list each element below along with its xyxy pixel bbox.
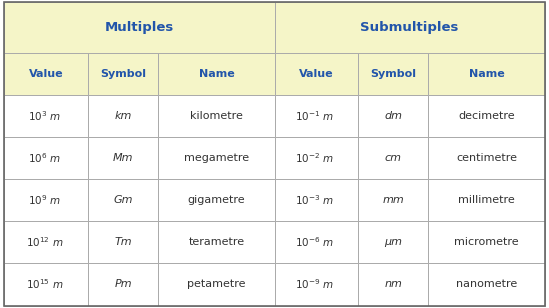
Text: Value: Value — [29, 69, 64, 79]
Bar — [358, 221, 428, 263]
Bar — [88, 179, 158, 221]
Bar — [358, 53, 428, 95]
Bar — [4, 95, 88, 137]
Text: Gm: Gm — [114, 195, 133, 205]
Text: Name: Name — [469, 69, 505, 79]
Bar — [4, 53, 88, 95]
Bar — [428, 53, 545, 95]
Bar — [274, 221, 358, 263]
Text: Pm: Pm — [114, 279, 132, 290]
Text: $10^{9}$ $\it{m}$: $10^{9}$ $\it{m}$ — [28, 193, 61, 207]
Bar — [88, 263, 158, 306]
Bar — [88, 95, 158, 137]
Bar — [428, 137, 545, 179]
Bar — [88, 137, 158, 179]
Bar — [158, 263, 274, 306]
Text: kilometre: kilometre — [190, 111, 243, 121]
Text: decimetre: decimetre — [458, 111, 515, 121]
Text: micrometre: micrometre — [454, 237, 519, 247]
Text: $10^{12}$ $\it{m}$: $10^{12}$ $\it{m}$ — [26, 235, 63, 249]
Bar — [274, 53, 358, 95]
Text: μm: μm — [384, 237, 402, 247]
Text: $10^{-6}$ $\it{m}$: $10^{-6}$ $\it{m}$ — [295, 235, 334, 249]
Bar — [158, 137, 274, 179]
Bar — [274, 2, 545, 53]
Text: $10^{-3}$ $\it{m}$: $10^{-3}$ $\it{m}$ — [295, 193, 334, 207]
Bar — [274, 95, 358, 137]
Bar — [358, 137, 428, 179]
Text: terametre: terametre — [188, 237, 244, 247]
Text: $10^{-9}$ $\it{m}$: $10^{-9}$ $\it{m}$ — [295, 278, 334, 291]
Bar — [274, 179, 358, 221]
Bar — [4, 221, 88, 263]
Bar — [88, 53, 158, 95]
Text: $10^{-2}$ $\it{m}$: $10^{-2}$ $\it{m}$ — [295, 151, 334, 165]
Text: $10^{15}$ $\it{m}$: $10^{15}$ $\it{m}$ — [26, 278, 63, 291]
Text: Symbol: Symbol — [371, 69, 416, 79]
Text: dm: dm — [384, 111, 402, 121]
Bar — [4, 2, 274, 53]
Bar — [158, 179, 274, 221]
Text: $10^{-1}$ $\it{m}$: $10^{-1}$ $\it{m}$ — [295, 109, 334, 123]
Bar — [358, 263, 428, 306]
Text: Name: Name — [199, 69, 234, 79]
Text: nm: nm — [384, 279, 402, 290]
Bar — [88, 221, 158, 263]
Text: cm: cm — [385, 153, 402, 163]
Text: Tm: Tm — [114, 237, 132, 247]
Text: $10^{3}$ $\it{m}$: $10^{3}$ $\it{m}$ — [28, 109, 61, 123]
Text: Multiples: Multiples — [105, 21, 174, 34]
Text: millimetre: millimetre — [458, 195, 515, 205]
Bar — [4, 137, 88, 179]
Bar — [358, 179, 428, 221]
Bar — [358, 95, 428, 137]
Text: km: km — [115, 111, 132, 121]
Text: Mm: Mm — [113, 153, 133, 163]
Text: mm: mm — [383, 195, 404, 205]
Text: Value: Value — [299, 69, 334, 79]
Bar — [158, 95, 274, 137]
Bar — [158, 53, 274, 95]
Bar — [274, 263, 358, 306]
Text: Submultiples: Submultiples — [360, 21, 459, 34]
Text: nanometre: nanometre — [456, 279, 517, 290]
Bar — [428, 179, 545, 221]
Bar — [4, 179, 88, 221]
Text: $10^{6}$ $\it{m}$: $10^{6}$ $\it{m}$ — [28, 151, 61, 165]
Text: megametre: megametre — [184, 153, 249, 163]
Bar — [428, 95, 545, 137]
Bar — [274, 137, 358, 179]
Bar — [158, 221, 274, 263]
Bar — [4, 263, 88, 306]
Bar — [428, 263, 545, 306]
Text: Symbol: Symbol — [100, 69, 146, 79]
Bar — [428, 221, 545, 263]
Text: petametre: petametre — [187, 279, 245, 290]
Text: gigametre: gigametre — [188, 195, 245, 205]
Text: centimetre: centimetre — [456, 153, 517, 163]
